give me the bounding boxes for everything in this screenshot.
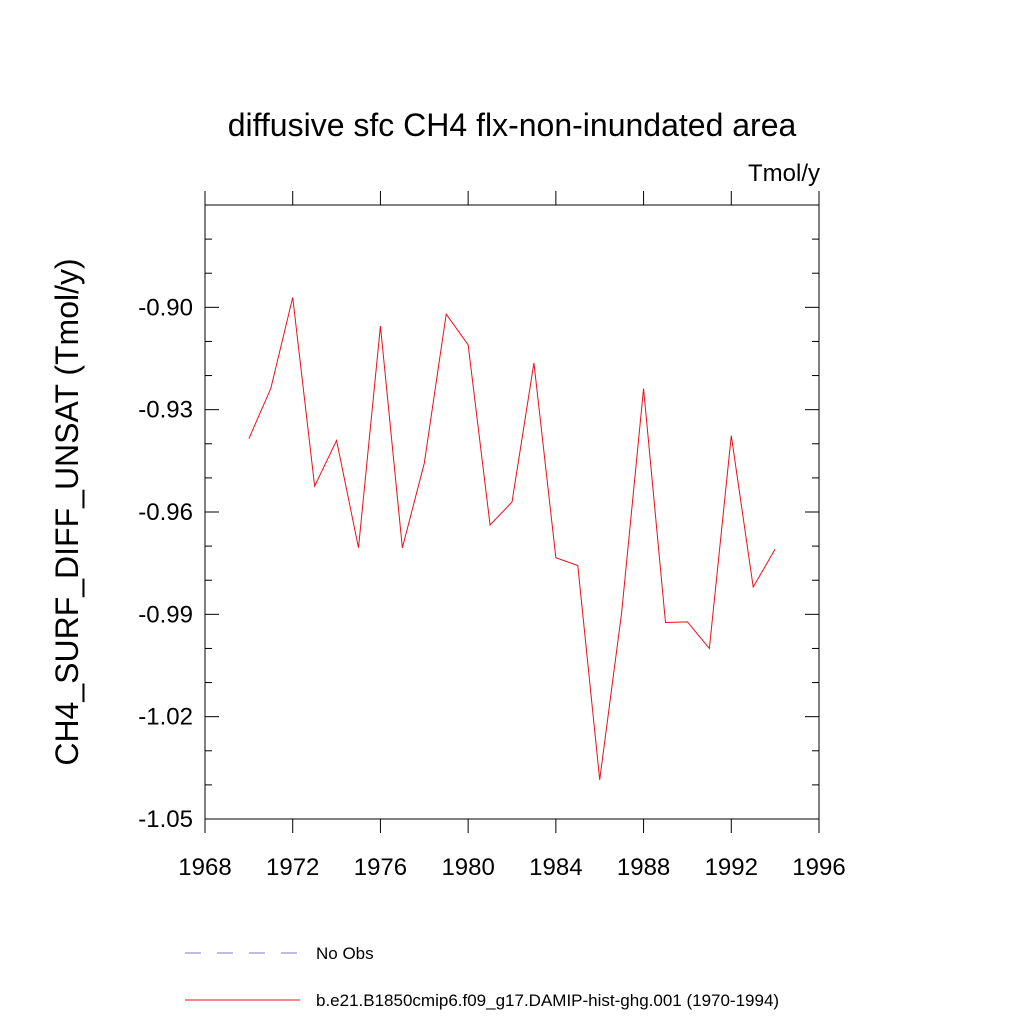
chart-title: diffusive sfc CH4 flx-non-inundated area [228,107,797,143]
x-tick-label: 1976 [354,854,407,881]
y-tick-label: -0.99 [138,601,193,628]
x-tick-label: 1972 [266,854,319,881]
y-tick-label: -1.05 [138,806,193,833]
x-axis: 1968 1972 1976 1980 1984 1988 1992 1996 [178,191,846,881]
series-layer [248,297,776,780]
x-tick-label: 1968 [178,854,231,881]
x-tick-label: 1992 [705,854,758,881]
units-label: Tmol/y [748,160,820,187]
y-axis-label: CH4_SURF_DIFF_UNSAT (Tmol/y) [49,258,85,765]
x-tick-label: 1988 [617,854,670,881]
y-tick-label: -0.90 [138,294,193,321]
plot-frame [204,204,820,820]
y-axis: -1.05 -1.02 -0.99 -0.96 -0.93 -0.90 [138,204,819,833]
y-tick-label: -1.02 [138,704,193,731]
legend-label-no-obs: No Obs [316,944,374,963]
legend: No Obs b.e21.B1850cmip6.f09_g17.DAMIP-hi… [185,944,779,1010]
x-tick-label: 1984 [529,854,582,881]
legend-label-model: b.e21.B1850cmip6.f09_g17.DAMIP-hist-ghg.… [316,991,779,1010]
series-line-1 [248,297,776,780]
x-tick-label: 1980 [441,854,494,881]
y-tick-label: -0.93 [138,397,193,424]
x-tick-label: 1996 [792,854,845,881]
y-tick-label: -0.96 [138,499,193,526]
